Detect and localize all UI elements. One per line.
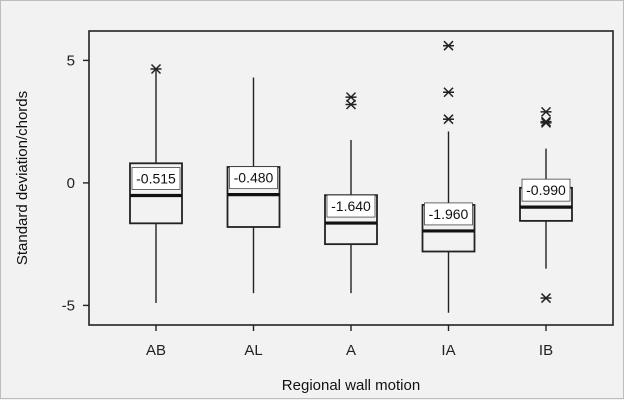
y-axis: -5 0 5 xyxy=(62,52,89,314)
x-tick-label: AB xyxy=(146,342,166,359)
x-tick-label: IB xyxy=(539,342,553,359)
x-tick-label: AL xyxy=(244,342,262,359)
x-axis-title: Regional wall motion xyxy=(282,377,420,394)
median-label: -1.640 xyxy=(331,198,371,214)
median-label: -0.480 xyxy=(234,170,274,186)
median-label: -1.960 xyxy=(429,206,469,222)
x-axis: AB AL A IA IB xyxy=(146,325,553,359)
y-tick-label: 0 xyxy=(67,175,75,192)
x-tick-label: A xyxy=(346,342,356,359)
x-tick-label: IA xyxy=(441,342,455,359)
median-label: -0.515 xyxy=(136,171,176,187)
y-axis-title: Standard deviation/chords xyxy=(14,91,31,265)
y-tick-label: 5 xyxy=(67,52,75,69)
y-tick-label: -5 xyxy=(62,297,75,314)
median-label: -0.990 xyxy=(526,182,566,198)
